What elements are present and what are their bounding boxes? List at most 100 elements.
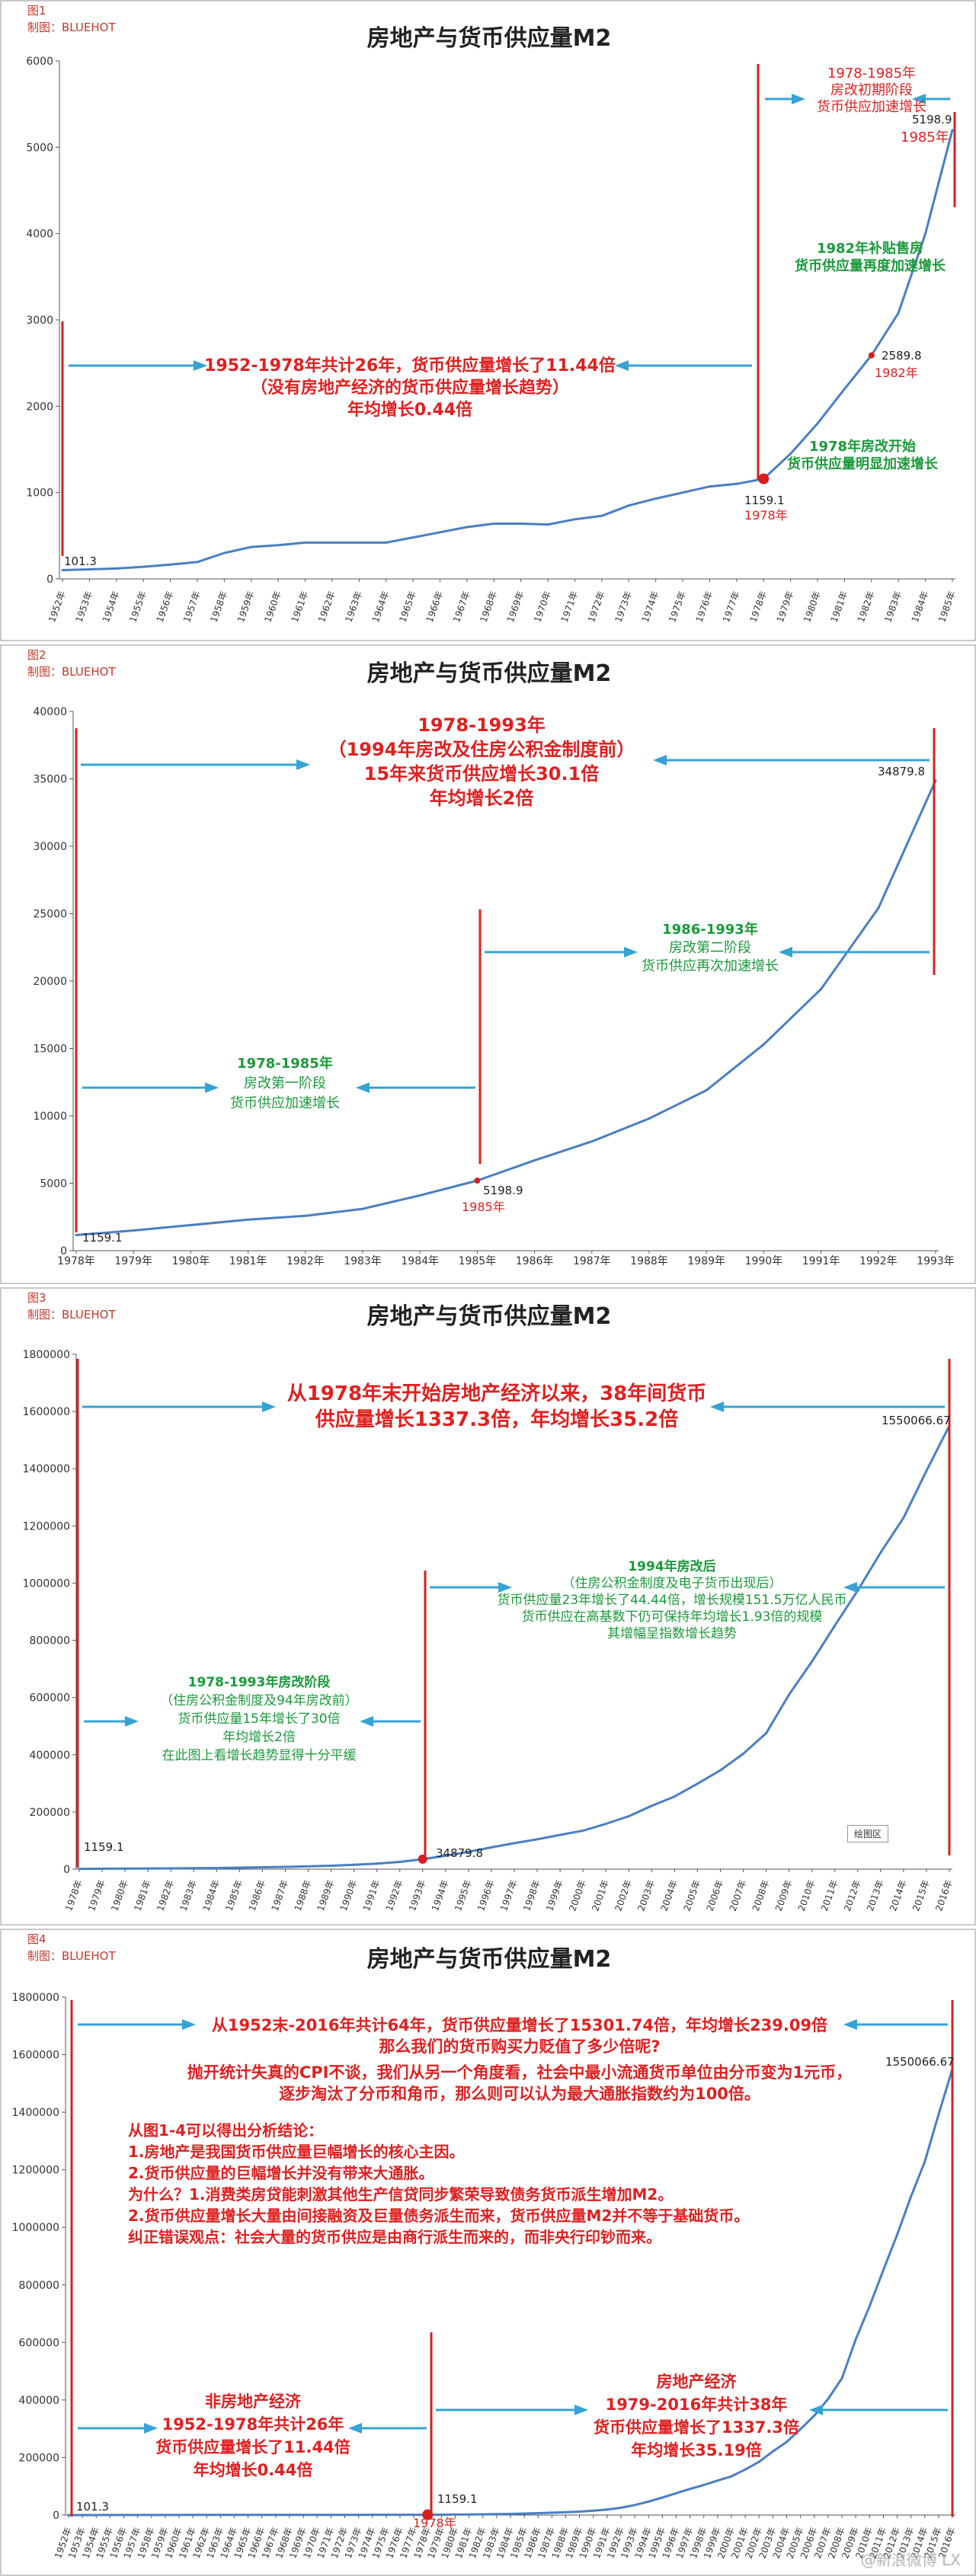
data-point	[283, 1865, 286, 1868]
annotation-line: 其增幅呈指数增长趋势	[607, 1626, 737, 1641]
data-point	[75, 1233, 78, 1236]
x-tick-label: 1956年	[155, 590, 176, 624]
annotation-line: 货币供应在高基数下仍可保持年均增长1.93倍的规模	[522, 1609, 823, 1625]
chart-credit: 制图：BLUEHOT	[27, 1308, 116, 1322]
annotation-line: 在此图上看增长趋势显得十分平缓	[162, 1748, 357, 1763]
x-tick-label: 1952年	[46, 590, 68, 624]
y-tick-label: 800000	[19, 2280, 59, 2292]
arrow	[360, 1716, 373, 1727]
annotation-line: 2.货币供应量的巨幅增长并没有带来大通胀。	[128, 2164, 434, 2182]
data-point	[353, 1863, 356, 1866]
figure-label: 图2	[27, 648, 46, 662]
x-tick-label: 1957年	[181, 590, 203, 624]
data-point	[788, 1693, 791, 1696]
point-label-year: 1982年	[875, 366, 918, 380]
data-point	[910, 2195, 913, 2198]
chart-svg: 房地产与货币供应量M2 0 200000 400000 600000 800000 100…	[12, 1946, 958, 2560]
x-tick-label: 1975年	[667, 590, 688, 624]
data-point	[840, 2376, 843, 2379]
x-tick-label: 1969年	[505, 590, 526, 624]
data-point	[492, 522, 495, 525]
x-tick-label: 1972年	[586, 590, 607, 624]
data-point	[650, 1804, 653, 1807]
annotation-line: 货币供应量增长了1337.3倍	[594, 2418, 799, 2437]
point-label: 5198.9	[483, 1184, 523, 1197]
data-point	[742, 1753, 745, 1756]
highlight-point	[868, 352, 875, 359]
series-line	[62, 129, 954, 571]
x-tick-label: 1983年	[178, 1878, 199, 1913]
data-point	[675, 2491, 677, 2495]
annotation-line: 从1952末-2016年共计64年，货币供应量增长了15301.74倍，年均增长…	[212, 2016, 827, 2034]
arrow	[498, 1582, 512, 1593]
data-point	[765, 1732, 768, 1735]
data-point	[344, 2514, 346, 2517]
annotation-line: 1978-1993年	[418, 714, 546, 736]
data-point	[923, 2160, 926, 2163]
x-tick-label: 1991年	[361, 1878, 382, 1913]
arrow	[144, 2423, 158, 2434]
data-point	[331, 541, 334, 544]
data-point	[467, 1850, 470, 1853]
data-point	[215, 1866, 218, 1869]
data-point	[718, 1769, 722, 1772]
y-tick-label: 0	[60, 1245, 67, 1258]
x-tick-label: 1978年	[63, 1878, 85, 1913]
data-point	[536, 2511, 539, 2514]
data-point	[533, 1159, 536, 1162]
data-point	[189, 1223, 192, 1226]
x-tick-label: 2005年	[682, 1878, 703, 1913]
data-point	[371, 2514, 374, 2517]
x-tick-label: 1989年	[315, 1878, 337, 1913]
annotation-line: 15年来货币供应增长30.1倍	[364, 763, 600, 785]
annotation-line: （1994年房改及住房公积金制度前）	[328, 739, 635, 760]
data-point	[811, 1660, 814, 1663]
data-point	[786, 2440, 788, 2443]
annotation-line: 1978年房改开始	[809, 438, 916, 455]
x-tick-label: 1979年	[114, 1255, 152, 1267]
data-point	[689, 2488, 692, 2491]
x-tick-label: 1962年	[316, 590, 338, 624]
arrow	[624, 947, 638, 957]
data-point	[744, 2468, 747, 2471]
chart-axes: 0 200000 400000 600000 800000 1000000 1200000 1…	[12, 1992, 958, 2560]
x-tick-label: 1966年	[424, 590, 446, 624]
y-tick-label: 2000	[26, 401, 53, 413]
x-tick-label: 1989年	[687, 1255, 725, 1267]
y-tick-label: 20000	[33, 976, 67, 988]
annotation-line: 年均增长2倍	[222, 1730, 296, 1745]
data-point	[827, 2398, 830, 2401]
chart-panel-3: 图3 制图：BLUEHOT 房地产与货币供应量M2 0 200000 400000 6…	[0, 1287, 976, 1926]
data-point	[627, 1815, 630, 1818]
annotation-line: 1978-1985年	[827, 66, 916, 81]
data-point	[261, 1865, 264, 1868]
arrow	[205, 1082, 219, 1093]
data-point	[523, 2512, 526, 2515]
data-point	[924, 232, 927, 235]
arrow	[348, 2423, 362, 2434]
point-label: 1550066.67	[885, 2055, 955, 2069]
annotation-line: 为什么？1.消费类房贷能刺激其他生产信贷同步繁荣导致债务货币派生增加M2。	[128, 2185, 673, 2204]
data-point	[222, 551, 226, 555]
x-tick-label: 2002年	[613, 1878, 634, 1913]
data-point	[868, 2305, 871, 2308]
x-tick-label: 1960年	[262, 590, 283, 624]
y-tick-label: 200000	[19, 2452, 59, 2464]
y-tick-label: 1200000	[12, 2165, 59, 2177]
data-point	[136, 2514, 139, 2517]
x-tick-label: 1965年	[397, 590, 418, 624]
data-point	[762, 1043, 765, 1046]
annotation-line: 货币供应再次加速增长	[642, 958, 779, 974]
x-tick-label: 2003年	[635, 1878, 657, 1913]
y-tick-label: 400000	[19, 2395, 59, 2407]
x-tick-label: 1959年	[235, 590, 257, 624]
x-tick-label: 1980年	[802, 590, 823, 624]
data-point	[843, 388, 846, 391]
annotation-line: 2.货币供应量增长大量由间接融资及巨量债务派生而来，货币供应量M2并不等于基础货…	[128, 2207, 749, 2225]
point-label-year: 1978年	[744, 508, 788, 523]
x-tick-label: 1994年	[430, 1878, 451, 1913]
annotation-line: 1.房地产是我国货币供应量巨幅增长的核心主因。	[128, 2143, 465, 2161]
annotation-line: 房改初期阶段	[830, 82, 913, 98]
annotation-line: 货币供应量增长了11.44倍	[155, 2438, 350, 2456]
x-tick-label: 1983年	[344, 1255, 382, 1267]
